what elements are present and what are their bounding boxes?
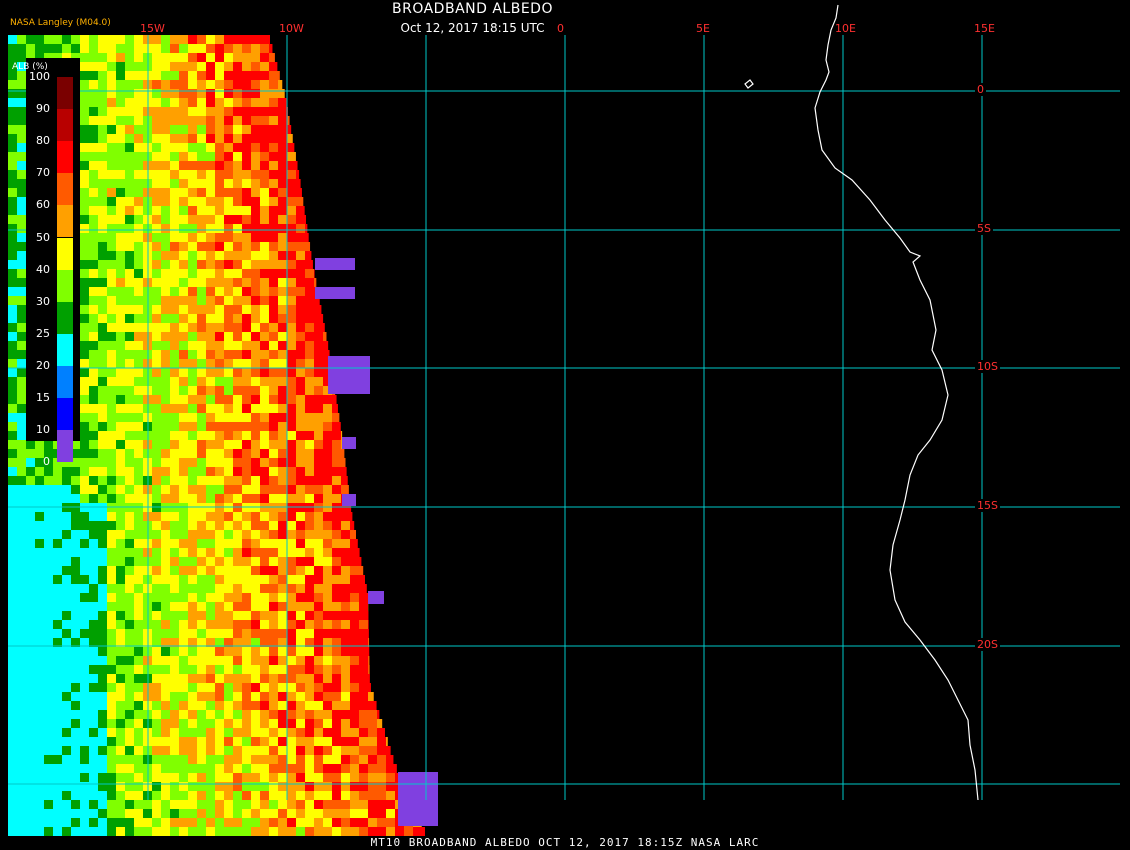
legend-tick-label: 90 bbox=[36, 102, 50, 116]
low-albedo-block bbox=[342, 437, 356, 449]
legend-tick-label: 20 bbox=[36, 358, 50, 372]
low-albedo-block bbox=[398, 772, 438, 826]
map-timestamp: Oct 12, 2017 18:15 UTC bbox=[400, 21, 545, 35]
legend-tick-label: 100 bbox=[29, 70, 50, 83]
legend-swatch bbox=[57, 269, 73, 302]
legend-swatch bbox=[57, 205, 73, 238]
low-albedo-block bbox=[328, 356, 370, 394]
legend-swatch bbox=[57, 365, 73, 398]
legend-swatch bbox=[57, 237, 73, 270]
legend-tick-label: 40 bbox=[36, 262, 50, 276]
legend-tick-label: 60 bbox=[36, 198, 50, 212]
legend-swatch bbox=[57, 333, 73, 366]
longitude-label: 0 bbox=[557, 22, 564, 35]
longitude-label: 15W bbox=[140, 22, 165, 35]
lat-lon-grid bbox=[8, 35, 1120, 800]
legend-swatch bbox=[57, 398, 73, 431]
longitude-label: 5E bbox=[696, 22, 710, 35]
latitude-label: 15S bbox=[975, 499, 1000, 512]
legend-title: ALB (%) bbox=[12, 62, 48, 72]
legend-swatch bbox=[57, 141, 73, 174]
legend-swatch bbox=[57, 430, 73, 463]
latitude-label: 10S bbox=[975, 360, 1000, 373]
legend-tick-label: 15 bbox=[36, 391, 50, 404]
longitude-label: 15E bbox=[974, 22, 995, 35]
producer-label: NASA Langley (M04.0) bbox=[10, 18, 111, 28]
legend-tick-label: 50 bbox=[36, 230, 50, 244]
low-albedo-block bbox=[315, 287, 355, 299]
latitude-label: 20S bbox=[975, 638, 1000, 651]
legend-tick-label: 70 bbox=[36, 166, 50, 180]
albedo-field bbox=[8, 35, 438, 836]
legend-tick-label: 30 bbox=[36, 294, 50, 308]
map-title: BROADBAND ALBEDO bbox=[392, 1, 553, 17]
legend-swatch bbox=[57, 109, 73, 142]
longitude-label: 10E bbox=[835, 22, 856, 35]
low-albedo-block bbox=[342, 494, 356, 506]
legend-tick-label: 0 bbox=[43, 455, 50, 469]
legend-tick-label: 10 bbox=[36, 423, 50, 437]
legend-tick-label: 25 bbox=[36, 326, 50, 340]
latitude-label: 5S bbox=[975, 222, 993, 235]
footer-caption: MT10 BROADBAND ALBEDO OCT 12, 2017 18:15… bbox=[370, 836, 760, 849]
longitude-label: 10W bbox=[279, 22, 304, 35]
legend-tick-label: 80 bbox=[36, 134, 50, 148]
legend-swatch bbox=[57, 301, 73, 334]
low-albedo-block bbox=[315, 258, 355, 270]
legend-swatch bbox=[57, 173, 73, 206]
low-albedo-block bbox=[368, 591, 384, 604]
island-outline bbox=[744, 79, 754, 89]
latitude-label: 0 bbox=[975, 83, 986, 96]
coastline bbox=[814, 4, 979, 801]
legend-swatch bbox=[57, 77, 73, 110]
